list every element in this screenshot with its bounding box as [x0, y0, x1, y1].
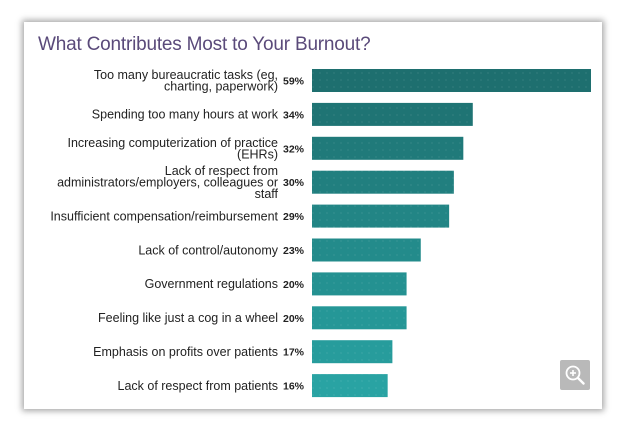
category-label: Insufficient compensation/reimbursement [50, 209, 278, 223]
bar-row: 34% Spending too many hours at work [92, 102, 473, 126]
category-label: Government regulations [145, 277, 278, 291]
bar-texture [312, 306, 407, 330]
value-label: 34% [283, 109, 305, 121]
bar-texture [312, 272, 407, 296]
chart-card: What Contributes Most to Your Burnout? 5… [24, 22, 602, 409]
value-label: 30% [283, 177, 305, 189]
bar-row: 23% Lack of control/autonomy [138, 238, 421, 262]
bar-texture [312, 102, 473, 126]
value-label: 20% [283, 313, 305, 325]
category-label: Too many bureaucratic tasks (eg, charting… [94, 68, 278, 94]
category-label: Increasing computerization of practice (E… [67, 136, 278, 162]
bar-row: 17% Emphasis on profits over patients [93, 340, 393, 364]
category-label: Emphasis on profits over patients [93, 345, 278, 359]
value-label: 20% [283, 279, 305, 291]
bar-texture [312, 170, 454, 194]
category-label: Feeling like just a cog in a wheel [98, 311, 278, 325]
zoom-button[interactable] [560, 360, 590, 390]
bar-chart: 59% Too many bureaucratic tasks (eg, chart… [50, 68, 591, 398]
bar-texture [312, 204, 450, 228]
value-label: 17% [283, 347, 305, 359]
zoom-in-icon [565, 365, 585, 385]
bar-row: 30% Lack of respect from administrators/em… [57, 164, 454, 201]
value-label: 23% [283, 245, 305, 257]
category-label: Spending too many hours at work [92, 108, 279, 122]
value-label: 29% [283, 211, 305, 223]
category-label: Lack of respect from administrators/emplo… [57, 164, 278, 201]
category-label: Lack of control/autonomy [138, 243, 278, 257]
bar-texture [312, 69, 591, 92]
bar-texture [312, 238, 421, 262]
category-label: Lack of respect from patients [118, 379, 279, 393]
bar-row: 59% Too many bureaucratic tasks (eg, chart… [94, 68, 591, 94]
value-label: 32% [283, 143, 305, 155]
bar-texture [312, 340, 393, 364]
bar-row: 29% Insufficient compensation/reimburseme… [50, 204, 450, 228]
bar-row: 20% Government regulations [145, 272, 407, 296]
bar-row: 32% Increasing computerization of practic… [67, 136, 464, 162]
bar-texture [312, 136, 464, 160]
bar-texture [312, 374, 388, 398]
value-label: 16% [283, 381, 305, 393]
chart-title: What Contributes Most to Your Burnout? [38, 34, 371, 55]
bar-row: 16% Lack of respect from patients [118, 374, 388, 398]
bar-row: 20% Feeling like just a cog in a wheel [98, 306, 407, 330]
value-label: 59% [283, 76, 305, 88]
